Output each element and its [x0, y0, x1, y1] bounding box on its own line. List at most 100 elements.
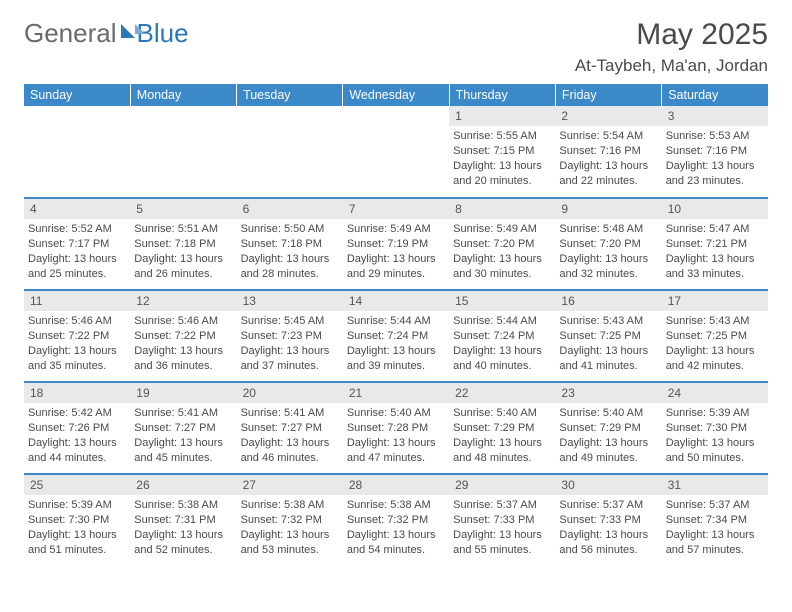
sunset-text: Sunset: 7:21 PM: [666, 237, 764, 252]
day-header: Monday: [130, 84, 236, 106]
sunrise-text: Sunrise: 5:46 AM: [134, 314, 232, 329]
sunrise-text: Sunrise: 5:55 AM: [453, 129, 551, 144]
daylight-text: Daylight: 13 hours and 22 minutes.: [559, 159, 657, 189]
sunrise-text: Sunrise: 5:38 AM: [347, 498, 445, 513]
day-number: 3: [662, 106, 768, 126]
sunrise-text: Sunrise: 5:38 AM: [134, 498, 232, 513]
calendar-table: Sunday Monday Tuesday Wednesday Thursday…: [24, 84, 768, 566]
calendar-day-cell: [24, 106, 130, 198]
daylight-text: Daylight: 13 hours and 56 minutes.: [559, 528, 657, 558]
daylight-text: Daylight: 13 hours and 28 minutes.: [241, 252, 339, 282]
calendar-day-cell: 3Sunrise: 5:53 AMSunset: 7:16 PMDaylight…: [662, 106, 768, 198]
sunset-text: Sunset: 7:25 PM: [666, 329, 764, 344]
sunset-text: Sunset: 7:30 PM: [28, 513, 126, 528]
day-number: 17: [662, 291, 768, 311]
day-number: 22: [449, 383, 555, 403]
day-header: Sunday: [24, 84, 130, 106]
calendar-day-cell: 8Sunrise: 5:49 AMSunset: 7:20 PMDaylight…: [449, 198, 555, 290]
calendar-day-cell: 12 Sunrise: 5:46 AMSunset: 7:22 PMDayligh…: [130, 290, 236, 382]
sunrise-text: Sunrise: 5:38 AM: [241, 498, 339, 513]
calendar-day-cell: 26Sunrise: 5:38 AMSunset: 7:31 PMDayligh…: [130, 474, 236, 566]
calendar-day-cell: 1Sunrise: 5:55 AMSunset: 7:15 PMDaylight…: [449, 106, 555, 198]
calendar-day-cell: 22Sunrise: 5:40 AMSunset: 7:29 PMDayligh…: [449, 382, 555, 474]
day-number: 12: [130, 291, 236, 311]
calendar-day-cell: 14Sunrise: 5:44 AMSunset: 7:24 PMDayligh…: [343, 290, 449, 382]
daylight-text: Daylight: 13 hours and 20 minutes.: [453, 159, 551, 189]
sunset-text: Sunset: 7:22 PM: [134, 329, 232, 344]
daylight-text: Daylight: 13 hours and 41 minutes.: [559, 344, 657, 374]
calendar-day-cell: 18Sunrise: 5:42 AMSunset: 7:26 PMDayligh…: [24, 382, 130, 474]
sunset-text: Sunset: 7:32 PM: [241, 513, 339, 528]
calendar-day-cell: 7Sunrise: 5:49 AMSunset: 7:19 PMDaylight…: [343, 198, 449, 290]
day-number: 14: [343, 291, 449, 311]
sunrise-text: Sunrise: 5:45 AM: [241, 314, 339, 329]
header: General Blue May 2025 At-Taybeh, Ma'an, …: [24, 18, 768, 76]
sunrise-text: Sunrise: 5:44 AM: [347, 314, 445, 329]
sunset-text: Sunset: 7:27 PM: [241, 421, 339, 436]
day-number: 9: [555, 199, 661, 219]
day-number: 21: [343, 383, 449, 403]
sunset-text: Sunset: 7:27 PM: [134, 421, 232, 436]
day-number: 31: [662, 475, 768, 495]
calendar-day-cell: [343, 106, 449, 198]
calendar-day-cell: 31Sunrise: 5:37 AMSunset: 7:34 PMDayligh…: [662, 474, 768, 566]
calendar-day-cell: 13Sunrise: 5:45 AMSunset: 7:23 PMDayligh…: [237, 290, 343, 382]
calendar-week-row: 25Sunrise: 5:39 AMSunset: 7:30 PMDayligh…: [24, 474, 768, 566]
daylight-text: Daylight: 13 hours and 37 minutes.: [241, 344, 339, 374]
daylight-text: Daylight: 13 hours and 49 minutes.: [559, 436, 657, 466]
day-number: 15: [449, 291, 555, 311]
day-number: 2: [555, 106, 661, 126]
calendar-week-row: 4Sunrise: 5:52 AMSunset: 7:17 PMDaylight…: [24, 198, 768, 290]
sunset-text: Sunset: 7:16 PM: [559, 144, 657, 159]
sunset-text: Sunset: 7:15 PM: [453, 144, 551, 159]
day-number: 18: [24, 383, 130, 403]
sunset-text: Sunset: 7:26 PM: [28, 421, 126, 436]
calendar-day-cell: 24Sunrise: 5:39 AMSunset: 7:30 PMDayligh…: [662, 382, 768, 474]
day-header-row: Sunday Monday Tuesday Wednesday Thursday…: [24, 84, 768, 106]
sunset-text: Sunset: 7:23 PM: [241, 329, 339, 344]
sunset-text: Sunset: 7:19 PM: [347, 237, 445, 252]
sunset-text: Sunset: 7:33 PM: [453, 513, 551, 528]
sunset-text: Sunset: 7:22 PM: [28, 329, 126, 344]
daylight-text: Daylight: 13 hours and 30 minutes.: [453, 252, 551, 282]
sunrise-text: Sunrise: 5:37 AM: [559, 498, 657, 513]
calendar-day-cell: 10Sunrise: 5:47 AMSunset: 7:21 PMDayligh…: [662, 198, 768, 290]
sunrise-text: Sunrise: 5:46 AM: [28, 314, 126, 329]
day-header: Friday: [555, 84, 661, 106]
daylight-text: Daylight: 13 hours and 48 minutes.: [453, 436, 551, 466]
calendar-day-cell: 9Sunrise: 5:48 AMSunset: 7:20 PMDaylight…: [555, 198, 661, 290]
sunset-text: Sunset: 7:34 PM: [666, 513, 764, 528]
sunrise-text: Sunrise: 5:50 AM: [241, 222, 339, 237]
daylight-text: Daylight: 13 hours and 36 minutes.: [134, 344, 232, 374]
sunset-text: Sunset: 7:33 PM: [559, 513, 657, 528]
sunset-text: Sunset: 7:30 PM: [666, 421, 764, 436]
sunrise-text: Sunrise: 5:49 AM: [347, 222, 445, 237]
daylight-text: Daylight: 13 hours and 44 minutes.: [28, 436, 126, 466]
calendar-day-cell: 11Sunrise: 5:46 AMSunset: 7:22 PMDayligh…: [24, 290, 130, 382]
day-number: 19: [130, 383, 236, 403]
daylight-text: Daylight: 13 hours and 35 minutes.: [28, 344, 126, 374]
daylight-text: Daylight: 13 hours and 33 minutes.: [666, 252, 764, 282]
sunset-text: Sunset: 7:31 PM: [134, 513, 232, 528]
day-header: Thursday: [449, 84, 555, 106]
daylight-text: Daylight: 13 hours and 32 minutes.: [559, 252, 657, 282]
daylight-text: Daylight: 13 hours and 55 minutes.: [453, 528, 551, 558]
day-number: 24: [662, 383, 768, 403]
day-header: Tuesday: [237, 84, 343, 106]
day-number: 20: [237, 383, 343, 403]
sunrise-text: Sunrise: 5:39 AM: [28, 498, 126, 513]
calendar-week-row: 1Sunrise: 5:55 AMSunset: 7:15 PMDaylight…: [24, 106, 768, 198]
sunrise-text: Sunrise: 5:51 AM: [134, 222, 232, 237]
sunrise-text: Sunrise: 5:41 AM: [241, 406, 339, 421]
sunset-text: Sunset: 7:24 PM: [453, 329, 551, 344]
calendar-day-cell: 28Sunrise: 5:38 AMSunset: 7:32 PMDayligh…: [343, 474, 449, 566]
sunset-text: Sunset: 7:32 PM: [347, 513, 445, 528]
day-number: 28: [343, 475, 449, 495]
calendar-week-row: 11Sunrise: 5:46 AMSunset: 7:22 PMDayligh…: [24, 290, 768, 382]
sunrise-text: Sunrise: 5:44 AM: [453, 314, 551, 329]
sunrise-text: Sunrise: 5:43 AM: [666, 314, 764, 329]
day-number: 26: [130, 475, 236, 495]
sunset-text: Sunset: 7:20 PM: [453, 237, 551, 252]
daylight-text: Daylight: 13 hours and 23 minutes.: [666, 159, 764, 189]
daylight-text: Daylight: 13 hours and 57 minutes.: [666, 528, 764, 558]
